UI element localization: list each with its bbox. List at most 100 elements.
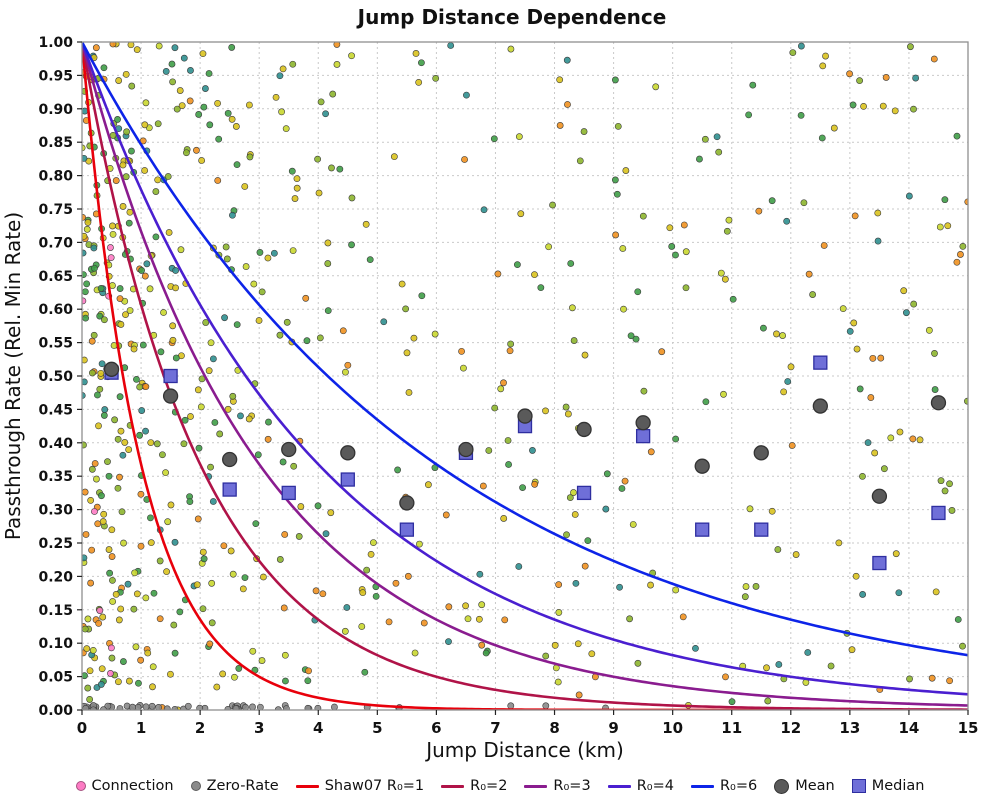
scatter-point <box>314 155 322 163</box>
scatter-point <box>385 618 393 626</box>
scatter-point <box>142 427 149 435</box>
scatter-point <box>121 439 129 446</box>
scatter-point <box>242 703 249 710</box>
scatter-point <box>432 74 440 82</box>
scatter-point <box>507 340 515 348</box>
scatter-point <box>717 269 725 277</box>
scatter-point <box>874 237 882 245</box>
scatter-point <box>941 196 949 204</box>
scatter-point <box>109 576 116 584</box>
legend-label: Median <box>871 778 925 794</box>
scatter-point <box>254 451 262 459</box>
scatter-point <box>303 337 311 345</box>
scatter-point <box>928 674 936 682</box>
scatter-point <box>195 444 203 452</box>
scatter-point <box>116 295 124 303</box>
scatter-point <box>138 267 145 274</box>
scatter-point <box>156 557 164 565</box>
scatter-point <box>380 318 388 326</box>
scatter-point <box>304 677 312 685</box>
scatter-point <box>742 583 750 590</box>
scatter-point <box>137 656 145 664</box>
scatter-point <box>136 431 144 439</box>
legend-item-median: Median <box>851 778 925 794</box>
scatter-point <box>187 413 194 420</box>
scatter-point <box>519 484 526 491</box>
scatter-point <box>892 550 900 558</box>
scatter-point <box>82 314 89 322</box>
scatter-point <box>82 672 88 680</box>
scatter-point <box>319 590 327 598</box>
mean-marker <box>635 415 651 431</box>
scatter-point <box>723 227 731 235</box>
scatter-point <box>152 233 160 241</box>
curve-r-2 <box>82 42 968 710</box>
scatter-point <box>120 658 127 665</box>
scatter-point <box>163 705 171 710</box>
scatter-point <box>515 133 523 141</box>
mean-marker <box>812 398 828 414</box>
scatter-point <box>682 248 690 256</box>
scatter-point <box>482 649 490 657</box>
scatter-point <box>199 50 207 57</box>
scatter-point <box>570 489 577 496</box>
scatter-point <box>701 135 709 143</box>
scatter-point <box>329 90 337 98</box>
x-tick-label: 3 <box>254 719 264 737</box>
scatter-point <box>850 319 858 327</box>
scatter-point <box>418 292 426 300</box>
scatter-point <box>132 643 140 651</box>
median-marker <box>576 485 592 501</box>
scatter-point <box>82 288 89 296</box>
scatter-point <box>172 354 180 362</box>
scatter-point <box>82 249 87 257</box>
x-tick-label: 10 <box>662 719 683 737</box>
scatter-point <box>270 249 278 257</box>
scatter-point <box>479 482 487 490</box>
scatter-point <box>290 462 298 470</box>
scatter-point <box>291 195 299 202</box>
x-tick-label: 0 <box>77 719 87 737</box>
legend-marker-dot-icon <box>75 781 86 791</box>
y-tick-label: 1.00 <box>38 35 73 51</box>
scatter-point <box>127 42 135 49</box>
scatter-point <box>932 588 940 596</box>
scatter-point <box>82 441 87 449</box>
scatter-point <box>431 330 439 338</box>
scatter-point <box>82 488 89 496</box>
scatter-point <box>792 551 800 558</box>
scatter-point <box>859 473 866 480</box>
scatter-point <box>784 378 792 385</box>
scatter-point <box>118 508 126 516</box>
scatter-point <box>194 515 202 523</box>
scatter-point <box>138 407 146 414</box>
scatter-point <box>239 585 247 593</box>
scatter-point <box>155 42 163 50</box>
scatter-point <box>96 607 104 614</box>
scatter-point <box>90 244 98 252</box>
scatter-point <box>88 465 96 473</box>
scatter-point <box>130 605 138 613</box>
scatter-point <box>117 321 125 328</box>
curve-shaw07-r-1 <box>82 42 968 710</box>
scatter-point <box>864 439 872 447</box>
scatter-point <box>207 339 215 347</box>
scatter-point <box>614 122 622 130</box>
scatter-point <box>797 42 805 50</box>
scatter-point <box>447 42 455 49</box>
scatter-point <box>531 271 538 279</box>
scatter-point <box>564 410 572 418</box>
scatter-point <box>116 285 124 292</box>
scatter-point <box>797 112 805 119</box>
scatter-point <box>494 270 502 278</box>
scatter-point <box>82 297 87 305</box>
scatter-point <box>295 533 303 540</box>
scatter-point <box>256 703 264 710</box>
scatter-point <box>581 562 589 570</box>
scatter-point <box>937 477 945 485</box>
scatter-point <box>255 317 263 324</box>
scatter-point <box>658 348 666 356</box>
scatter-point <box>272 94 280 101</box>
scatter-point <box>108 553 116 560</box>
scatter-point <box>954 616 962 623</box>
